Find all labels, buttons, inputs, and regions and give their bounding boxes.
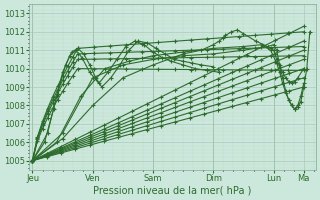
X-axis label: Pression niveau de la mer( hPa ): Pression niveau de la mer( hPa ) — [93, 186, 252, 196]
